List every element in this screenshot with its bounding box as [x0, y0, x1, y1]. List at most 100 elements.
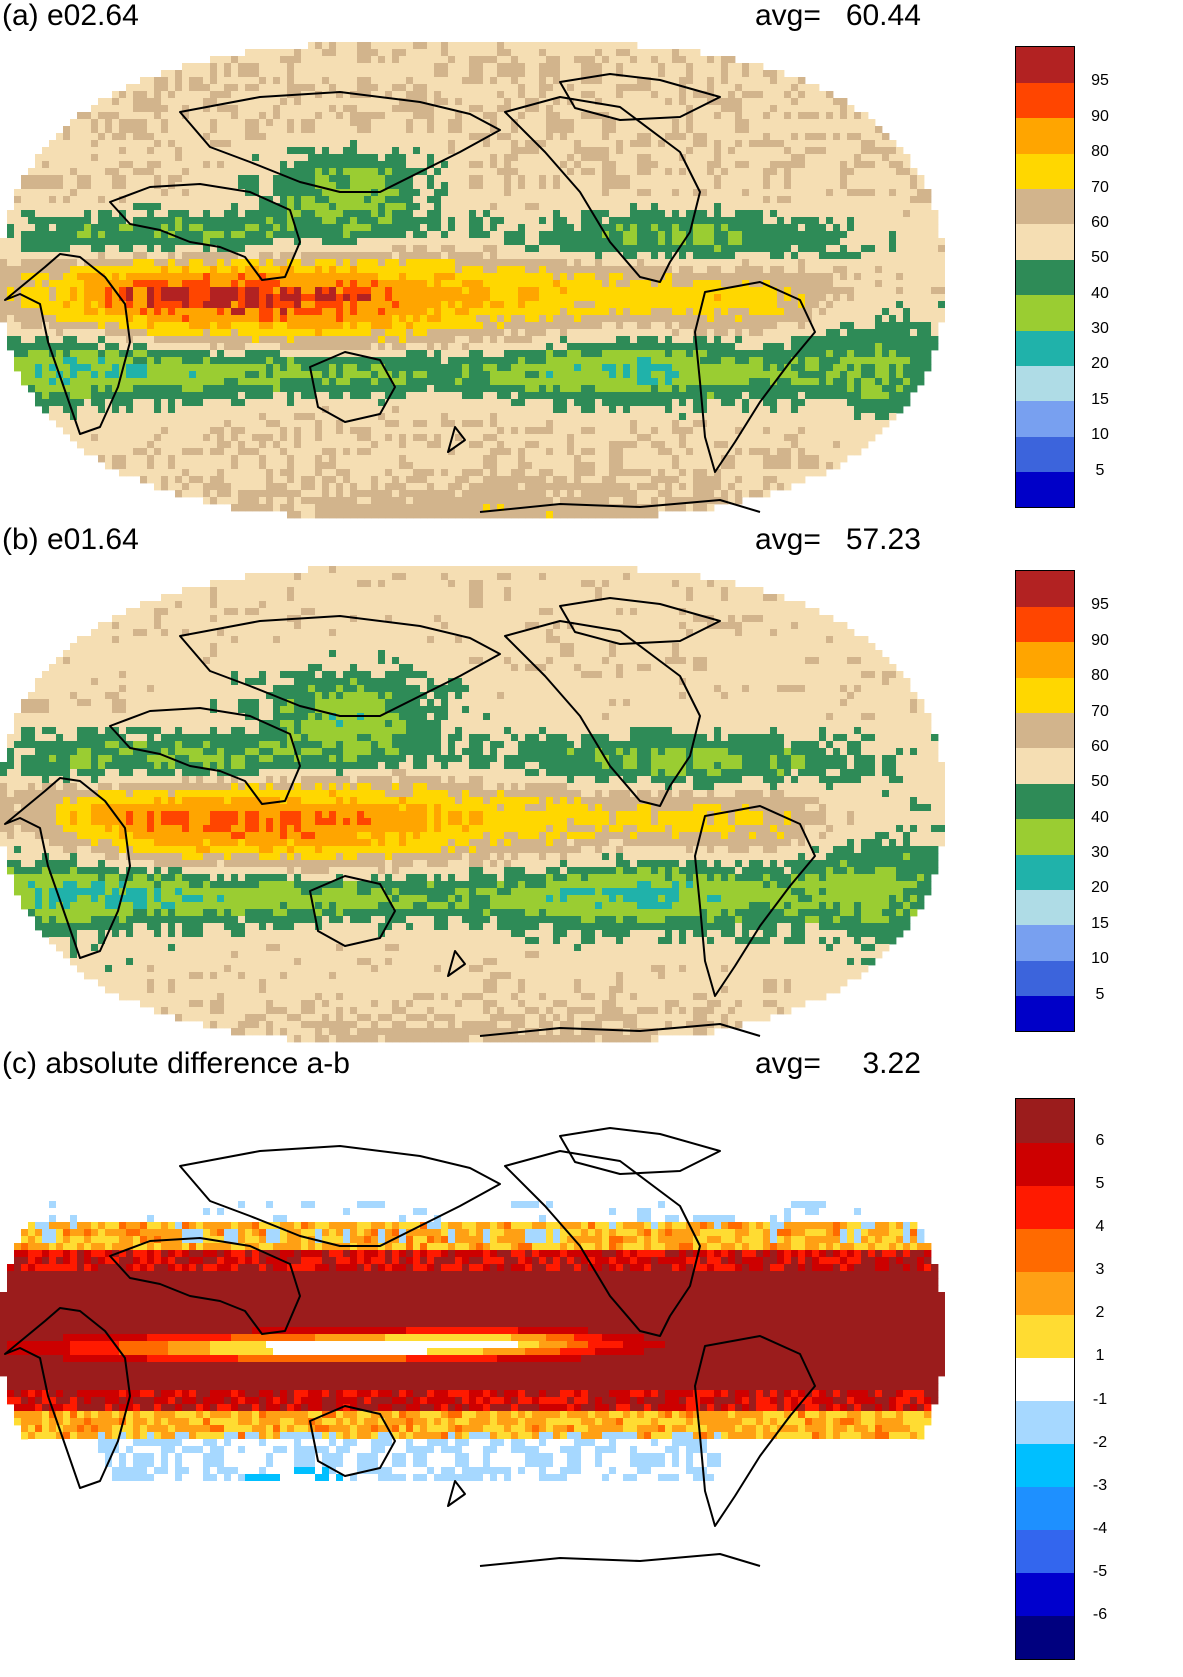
- map-cell: [329, 161, 337, 169]
- map-cell: [378, 238, 386, 246]
- map-cell: [868, 245, 876, 253]
- map-cell: [343, 287, 351, 295]
- map-cell: [322, 91, 330, 99]
- map-cell: [217, 315, 225, 323]
- map-cell: [861, 140, 869, 148]
- map-cell: [805, 119, 813, 127]
- map-cell: [161, 140, 169, 148]
- map-cell: [427, 287, 435, 295]
- map-cell: [560, 175, 568, 183]
- map-cell: [819, 217, 827, 225]
- map-cell: [847, 280, 855, 288]
- map-cell: [441, 49, 449, 57]
- map-cell: [616, 210, 624, 218]
- map-cell: [854, 182, 862, 190]
- map-cell: [371, 154, 379, 162]
- map-cell: [833, 112, 841, 120]
- map-cell: [413, 322, 421, 330]
- map-cell: [399, 175, 407, 183]
- map-cell: [651, 147, 659, 155]
- map-cell: [518, 91, 526, 99]
- map-cell: [686, 175, 694, 183]
- map-cell: [595, 182, 603, 190]
- map-cell: [833, 315, 841, 323]
- map-cell: [602, 308, 610, 316]
- map-cell: [105, 294, 113, 302]
- map-cell: [357, 294, 365, 302]
- map-cell: [287, 182, 295, 190]
- map-cell: [413, 77, 421, 85]
- map-cell: [203, 294, 211, 302]
- map-cell: [560, 98, 568, 106]
- map-cell: [91, 133, 99, 141]
- map-cell: [329, 196, 337, 204]
- map-cell: [665, 273, 673, 281]
- map-cell: [196, 119, 204, 127]
- map-cell: [798, 112, 806, 120]
- map-cell: [658, 238, 666, 246]
- map-cell: [231, 231, 239, 239]
- map-cell: [770, 210, 778, 218]
- map-cell: [819, 259, 827, 267]
- map-cell: [763, 84, 771, 92]
- map-cell: [784, 259, 792, 267]
- map-cell: [392, 294, 400, 302]
- map-cell: [525, 203, 533, 211]
- map-cell: [525, 147, 533, 155]
- map-cell: [875, 224, 883, 232]
- map-cell: [581, 329, 589, 337]
- map-cell: [266, 182, 274, 190]
- map-cell: [707, 175, 715, 183]
- map-cell: [756, 315, 764, 323]
- map-cell: [161, 112, 169, 120]
- map-cell: [259, 273, 267, 281]
- map-cell: [742, 140, 750, 148]
- map-cell: [49, 294, 57, 302]
- map-cell: [777, 112, 785, 120]
- map-cell: [399, 98, 407, 106]
- map-cell: [434, 147, 442, 155]
- map-cell: [399, 42, 407, 50]
- map-cell: [385, 238, 393, 246]
- map-cell: [553, 252, 561, 260]
- map-cell: [469, 252, 477, 260]
- map-cell: [329, 203, 337, 211]
- map-cell: [308, 273, 316, 281]
- map-cell: [105, 182, 113, 190]
- map-cell: [679, 294, 687, 302]
- map-cell: [609, 133, 617, 141]
- map-cell: [259, 224, 267, 232]
- map-cell: [105, 154, 113, 162]
- map-cell: [770, 140, 778, 148]
- map-cell: [168, 259, 176, 267]
- map-cell: [168, 112, 176, 120]
- map-cell: [847, 273, 855, 281]
- map-cell: [315, 273, 323, 281]
- map-cell: [455, 49, 463, 57]
- map-cell: [735, 105, 743, 113]
- map-cell: [175, 70, 183, 78]
- map-cell: [602, 217, 610, 225]
- map-cell: [532, 203, 540, 211]
- map-cell: [294, 196, 302, 204]
- map-cell: [476, 133, 484, 141]
- map-cell: [595, 63, 603, 71]
- map-cell: [714, 294, 722, 302]
- map-cell: [392, 287, 400, 295]
- map-cell: [532, 154, 540, 162]
- map-cell: [420, 56, 428, 64]
- map-cell: [175, 294, 183, 302]
- map-cell: [504, 287, 512, 295]
- map-cell: [609, 252, 617, 260]
- map-cell: [686, 210, 694, 218]
- map-cell: [819, 266, 827, 274]
- map-cell: [546, 224, 554, 232]
- map-cell: [497, 210, 505, 218]
- map-cell: [196, 231, 204, 239]
- map-cell: [896, 210, 904, 218]
- map-cell: [595, 133, 603, 141]
- map-cell: [672, 161, 680, 169]
- map-cell: [770, 252, 778, 260]
- map-cell: [770, 245, 778, 253]
- map-cell: [448, 329, 456, 337]
